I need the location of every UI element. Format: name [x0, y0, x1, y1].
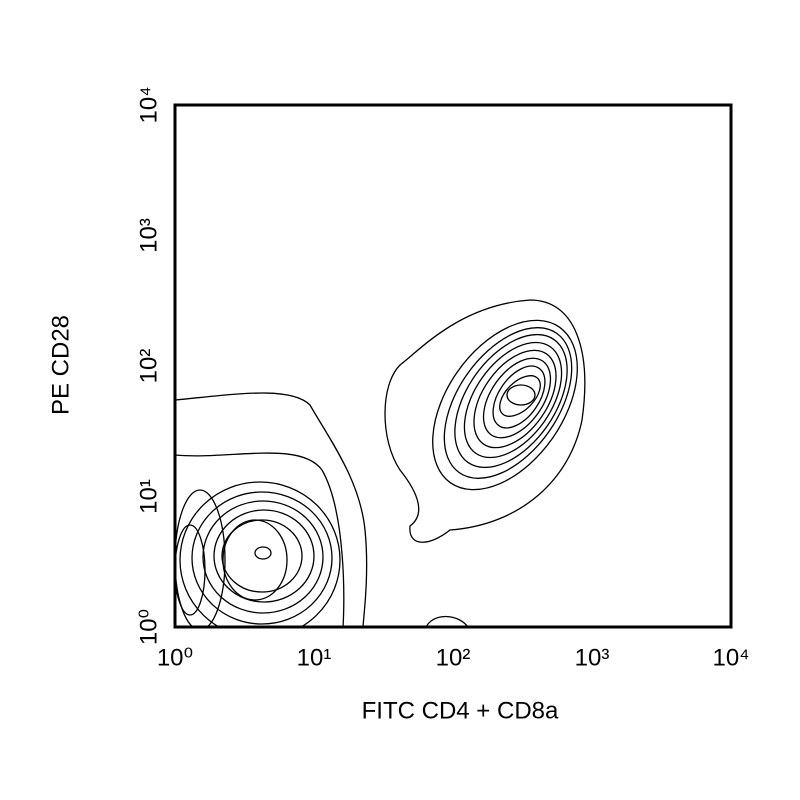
x-axis-title: FITC CD4 + CD8a — [362, 697, 559, 724]
x-tick-label: 10³ — [575, 644, 610, 671]
x-tick-label: 10² — [436, 644, 471, 671]
y-tick-label: 10⁰ — [135, 609, 162, 645]
y-tick-label: 10⁴ — [135, 86, 162, 123]
x-tick-label: 10⁴ — [712, 644, 749, 671]
y-tick-label: 10² — [135, 349, 162, 384]
plot-frame — [173, 103, 733, 629]
x-tick-label: 10¹ — [297, 644, 332, 671]
y-axis-title: PE CD28 — [47, 315, 74, 415]
y-tick-label: 10³ — [135, 218, 162, 253]
x-tick-label: 10⁰ — [157, 644, 193, 671]
contours — [175, 299, 586, 627]
y-tick-label: 10¹ — [135, 479, 162, 514]
